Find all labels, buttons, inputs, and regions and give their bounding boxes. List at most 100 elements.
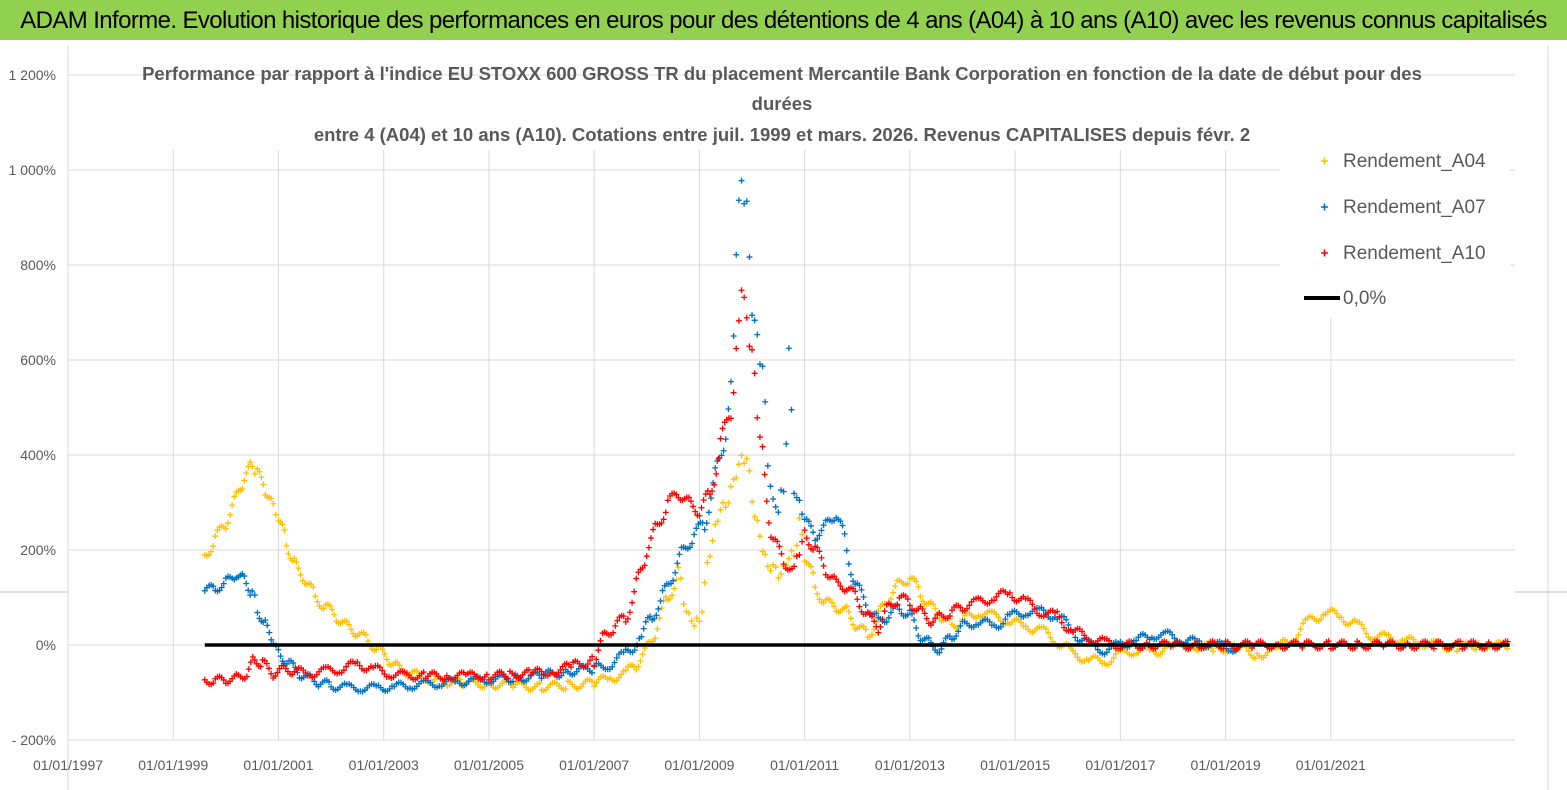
data-point [662, 509, 669, 516]
data-point [642, 618, 649, 625]
data-point [1058, 619, 1065, 626]
y-axis-ticks: - 200% 0% 200% 400% 600% 800% 1 000% 1 200% [9, 67, 56, 748]
data-point [658, 520, 665, 527]
data-point [727, 378, 734, 385]
data-point [796, 515, 803, 522]
data-point [814, 544, 821, 551]
data-point [373, 646, 380, 653]
data-point [993, 593, 1000, 600]
data-point [780, 488, 787, 495]
data-point [711, 481, 718, 488]
data-point [254, 465, 261, 472]
data-point [762, 551, 769, 558]
data-point [658, 605, 665, 612]
data-point [239, 486, 246, 493]
data-point [538, 675, 545, 682]
data-point [656, 615, 663, 622]
data-point [588, 669, 595, 676]
data-point [268, 636, 275, 643]
data-point [845, 608, 852, 615]
data-point [923, 615, 930, 622]
data-point [777, 570, 784, 577]
data-point [1333, 610, 1340, 617]
data-point [775, 509, 782, 516]
data-point [243, 470, 250, 477]
data-point [348, 626, 355, 633]
data-point [730, 332, 737, 339]
data-point [1295, 631, 1302, 638]
data-point [839, 522, 846, 529]
data-point [720, 499, 727, 506]
data-point [260, 481, 267, 488]
legend-label: Rendement_A10 [1343, 243, 1486, 264]
series-Rendement_A04 [201, 452, 1511, 694]
legend-label: Rendement_A07 [1343, 197, 1486, 218]
data-point [712, 521, 719, 528]
data-point [268, 495, 275, 502]
x-tick-label: 01/01/2009 [664, 757, 734, 773]
data-point [847, 571, 854, 578]
data-point [294, 669, 301, 676]
data-point [657, 597, 664, 604]
data-point [299, 577, 306, 584]
data-point [666, 595, 673, 602]
data-point [285, 550, 292, 557]
data-point [686, 544, 693, 551]
data-point [727, 483, 734, 490]
data-point [646, 613, 653, 620]
data-point [946, 633, 953, 640]
data-point [761, 471, 768, 478]
series [201, 177, 1511, 695]
data-point [847, 615, 854, 622]
data-point [251, 592, 258, 599]
data-point [754, 414, 761, 421]
data-point [746, 254, 753, 261]
data-point [249, 463, 256, 470]
data-point [1387, 634, 1394, 641]
data-point [557, 666, 564, 673]
data-point [837, 582, 844, 589]
data-point [272, 673, 279, 680]
data-point [738, 287, 745, 294]
data-point [396, 662, 403, 669]
data-point [354, 659, 361, 666]
data-point [671, 585, 678, 592]
data-point [264, 622, 271, 629]
data-point [672, 569, 679, 576]
data-point [618, 671, 625, 678]
data-point [936, 649, 943, 656]
data-point [379, 667, 386, 674]
data-point [713, 470, 720, 477]
legend-label: 0,0% [1343, 288, 1386, 309]
data-point [275, 646, 282, 653]
data-point [703, 520, 710, 527]
data-point [803, 535, 810, 542]
data-point [955, 628, 962, 635]
data-point [1169, 631, 1176, 638]
data-point [810, 569, 817, 576]
data-point [1079, 628, 1086, 635]
data-point [991, 597, 998, 604]
x-tick-label: 01/01/2017 [1085, 757, 1155, 773]
data-point [917, 593, 924, 600]
data-point [921, 610, 928, 617]
data-point [850, 578, 857, 585]
data-point [1159, 648, 1166, 655]
legend-swatch [1321, 203, 1328, 211]
data-point [881, 608, 888, 615]
data-point [340, 667, 347, 674]
data-point [231, 493, 238, 500]
data-point [1022, 623, 1029, 630]
data-point [441, 676, 448, 683]
data-point [707, 495, 714, 502]
data-point [1297, 626, 1304, 633]
data-point [258, 474, 265, 481]
data-point [709, 537, 716, 544]
data-point [651, 615, 658, 622]
data-point [1063, 616, 1070, 623]
data-point [904, 580, 911, 587]
x-axis-ticks: 01/01/1997 01/01/1999 01/01/2001 01/01/2003… [33, 757, 1366, 773]
data-point [741, 460, 748, 467]
data-point [376, 664, 383, 671]
data-point [431, 676, 438, 683]
